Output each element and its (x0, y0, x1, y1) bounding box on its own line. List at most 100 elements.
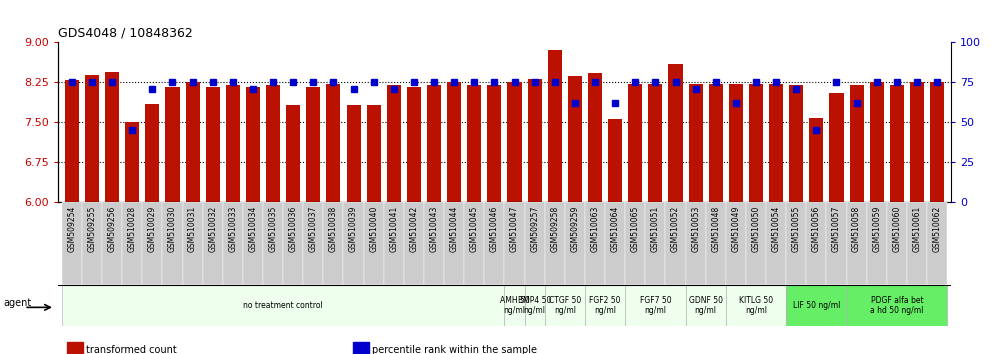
Bar (810, 118, 824, 202)
Bar (609, 120, 622, 202)
Bar (525, 285, 545, 326)
Bar (830, 93, 844, 202)
Bar (930, 82, 944, 202)
Bar (223, 202, 243, 285)
Bar (467, 85, 481, 202)
Bar (508, 82, 522, 202)
Bar (807, 202, 827, 285)
Text: GSM510053: GSM510053 (691, 206, 700, 252)
Bar (588, 73, 602, 202)
Bar (886, 202, 907, 285)
Text: GSM510059: GSM510059 (872, 206, 881, 252)
Text: GSM510063: GSM510063 (591, 206, 600, 252)
Text: GSM509254: GSM509254 (68, 206, 77, 252)
Text: AMH 50
ng/ml: AMH 50 ng/ml (500, 296, 530, 315)
Bar (585, 202, 606, 285)
Bar (303, 202, 324, 285)
Bar (263, 202, 283, 285)
Bar (847, 285, 947, 326)
Bar (347, 105, 361, 202)
Bar (427, 85, 441, 202)
Text: GDS4048 / 10848362: GDS4048 / 10848362 (58, 27, 192, 40)
Bar (789, 85, 804, 202)
Bar (867, 202, 886, 285)
Bar (545, 285, 585, 326)
Text: GSM510032: GSM510032 (208, 206, 217, 252)
Bar (749, 84, 763, 202)
Bar (726, 202, 746, 285)
Bar (685, 202, 706, 285)
Bar (383, 202, 403, 285)
Text: GSM510045: GSM510045 (470, 206, 479, 252)
Bar (850, 85, 864, 202)
Text: GSM510061: GSM510061 (912, 206, 921, 252)
Text: GSM509255: GSM509255 (88, 206, 97, 252)
Bar (286, 105, 300, 202)
Bar (847, 202, 867, 285)
Bar (444, 202, 464, 285)
Bar (202, 202, 223, 285)
Text: GDNF 50
ng/ml: GDNF 50 ng/ml (688, 296, 723, 315)
Bar (62, 285, 504, 326)
Bar (364, 202, 383, 285)
Bar (464, 202, 484, 285)
Text: GSM510042: GSM510042 (409, 206, 418, 252)
Bar (165, 86, 179, 202)
Text: GSM510037: GSM510037 (309, 206, 318, 252)
Bar (386, 85, 400, 202)
Bar (907, 202, 927, 285)
Text: BMP4 50
ng/ml: BMP4 50 ng/ml (518, 296, 552, 315)
Text: GSM510040: GSM510040 (370, 206, 378, 252)
Text: GSM510049: GSM510049 (731, 206, 740, 252)
Bar (307, 86, 321, 202)
Text: GSM510060: GSM510060 (892, 206, 901, 252)
Bar (246, 86, 260, 202)
Text: GSM510047: GSM510047 (510, 206, 519, 252)
Text: GSM510030: GSM510030 (168, 206, 177, 252)
Bar (504, 202, 525, 285)
Text: GSM510031: GSM510031 (188, 206, 197, 252)
Text: GSM510048: GSM510048 (711, 206, 720, 252)
Bar (910, 82, 924, 202)
Bar (585, 285, 625, 326)
Bar (182, 202, 202, 285)
Bar (102, 202, 123, 285)
Text: GSM510062: GSM510062 (932, 206, 941, 252)
Text: GSM510065: GSM510065 (630, 206, 639, 252)
Bar (565, 202, 585, 285)
Text: KITLG 50
ng/ml: KITLG 50 ng/ml (739, 296, 773, 315)
Text: GSM509256: GSM509256 (108, 206, 117, 252)
Bar (927, 202, 947, 285)
Text: GSM510039: GSM510039 (349, 206, 358, 252)
Bar (726, 285, 786, 326)
Bar (226, 85, 240, 202)
Text: PDGF alfa bet
a hd 50 ng/ml: PDGF alfa bet a hd 50 ng/ml (871, 296, 923, 315)
Bar (525, 202, 545, 285)
Bar (67, 342, 83, 354)
Bar (706, 202, 726, 285)
Text: percentile rank within the sample: percentile rank within the sample (373, 346, 537, 354)
Bar (665, 202, 685, 285)
Bar (62, 202, 82, 285)
Bar (82, 202, 102, 285)
Bar (688, 84, 702, 202)
Bar (125, 122, 139, 202)
Bar (353, 342, 369, 354)
Bar (746, 202, 766, 285)
Text: GSM510058: GSM510058 (853, 206, 862, 252)
Text: GSM510046: GSM510046 (490, 206, 499, 252)
Text: GSM510043: GSM510043 (429, 206, 438, 252)
Bar (85, 75, 99, 202)
Text: GSM510033: GSM510033 (228, 206, 237, 252)
Text: agent: agent (3, 298, 31, 308)
Text: GSM510028: GSM510028 (127, 206, 136, 252)
Bar (625, 285, 685, 326)
Bar (709, 84, 723, 202)
Bar (668, 64, 682, 202)
Text: CTGF 50
ng/ml: CTGF 50 ng/ml (549, 296, 581, 315)
Bar (185, 82, 199, 202)
Text: GSM510056: GSM510056 (812, 206, 821, 252)
Bar (142, 202, 162, 285)
Text: FGF7 50
ng/ml: FGF7 50 ng/ml (639, 296, 671, 315)
Bar (870, 82, 883, 202)
